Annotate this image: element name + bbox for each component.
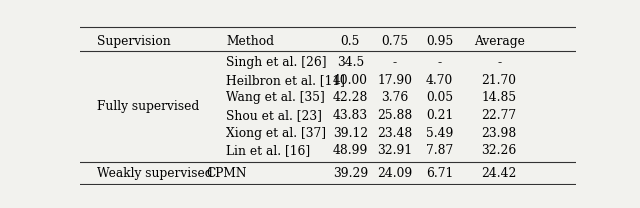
Text: Wang et al. [35]: Wang et al. [35] — [227, 91, 325, 104]
Text: Weakly supervised: Weakly supervised — [97, 167, 213, 180]
Text: CPMN: CPMN — [206, 167, 246, 180]
Text: 21.70: 21.70 — [482, 74, 516, 87]
Text: 24.09: 24.09 — [378, 167, 413, 180]
Text: 17.90: 17.90 — [378, 74, 412, 87]
Text: 32.91: 32.91 — [378, 144, 413, 157]
Text: Average: Average — [474, 35, 525, 48]
Text: 0.75: 0.75 — [381, 35, 408, 48]
Text: Heilbron et al. [11]: Heilbron et al. [11] — [227, 74, 345, 87]
Text: 0.05: 0.05 — [426, 91, 453, 104]
Text: 6.71: 6.71 — [426, 167, 453, 180]
Text: 5.49: 5.49 — [426, 126, 453, 140]
Text: 0.5: 0.5 — [340, 35, 360, 48]
Text: 4.70: 4.70 — [426, 74, 453, 87]
Text: 3.76: 3.76 — [381, 91, 408, 104]
Text: 0.21: 0.21 — [426, 109, 453, 122]
Text: 39.29: 39.29 — [333, 167, 368, 180]
Text: Method: Method — [227, 35, 275, 48]
Text: Supervision: Supervision — [97, 35, 171, 48]
Text: Singh et al. [26]: Singh et al. [26] — [227, 56, 327, 69]
Text: 43.83: 43.83 — [333, 109, 368, 122]
Text: 40.00: 40.00 — [333, 74, 368, 87]
Text: Shou et al. [23]: Shou et al. [23] — [227, 109, 322, 122]
Text: Lin et al. [16]: Lin et al. [16] — [227, 144, 310, 157]
Text: Fully supervised: Fully supervised — [97, 100, 200, 113]
Text: 24.42: 24.42 — [481, 167, 517, 180]
Text: 0.95: 0.95 — [426, 35, 453, 48]
Text: 14.85: 14.85 — [481, 91, 516, 104]
Text: 39.12: 39.12 — [333, 126, 368, 140]
Text: 32.26: 32.26 — [481, 144, 516, 157]
Text: 48.99: 48.99 — [333, 144, 368, 157]
Text: 25.88: 25.88 — [378, 109, 413, 122]
Text: 23.98: 23.98 — [481, 126, 516, 140]
Text: 42.28: 42.28 — [333, 91, 368, 104]
Text: 7.87: 7.87 — [426, 144, 453, 157]
Text: -: - — [393, 56, 397, 69]
Text: -: - — [497, 56, 501, 69]
Text: 22.77: 22.77 — [481, 109, 516, 122]
Text: 23.48: 23.48 — [378, 126, 413, 140]
Text: 34.5: 34.5 — [337, 56, 364, 69]
Text: Xiong et al. [37]: Xiong et al. [37] — [227, 126, 326, 140]
Text: -: - — [438, 56, 442, 69]
